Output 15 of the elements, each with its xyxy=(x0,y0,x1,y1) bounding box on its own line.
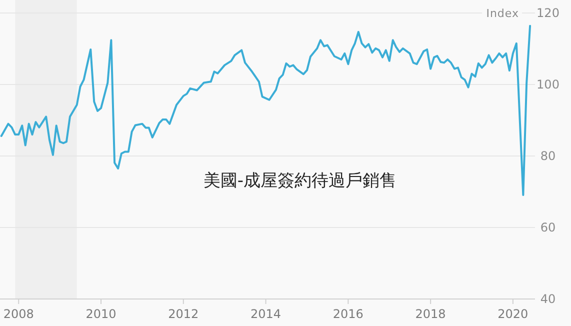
y-axis-title: Index xyxy=(486,7,519,20)
x-tick-label: 2014 xyxy=(250,307,282,321)
text: 美國-成屋簽約待過戶銷售 xyxy=(203,171,397,191)
x-tick-label: 2010 xyxy=(86,307,116,321)
x-tick-label: 2008 xyxy=(3,307,34,321)
x-tick-label: 2012 xyxy=(168,307,199,321)
y-tick-label: 80 xyxy=(540,149,556,163)
x-tick-label: 2020 xyxy=(498,307,528,321)
x-tick-label: 2018 xyxy=(415,307,446,321)
y-tick-label: 60 xyxy=(540,220,556,234)
y-tick-label: 40 xyxy=(540,292,556,306)
x-tick-label: 2016 xyxy=(332,307,364,321)
y-tick-label: 100 xyxy=(536,78,560,92)
y-tick-label: 120 xyxy=(536,6,560,20)
line-series xyxy=(0,24,532,196)
